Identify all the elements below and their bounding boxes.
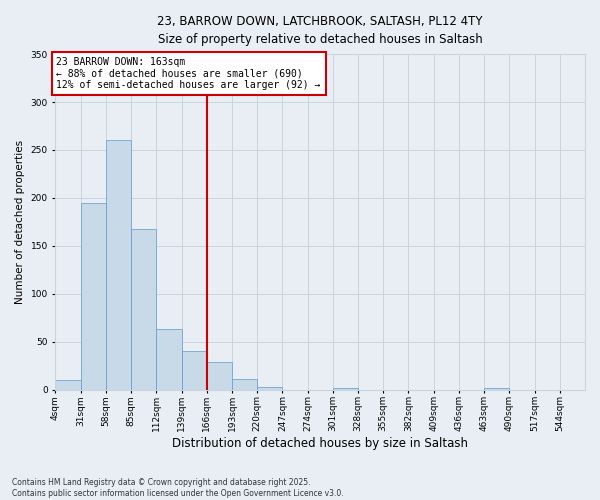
Bar: [484, 388, 509, 390]
Text: Contains HM Land Registry data © Crown copyright and database right 2025.
Contai: Contains HM Land Registry data © Crown c…: [12, 478, 344, 498]
Bar: [106, 140, 131, 390]
Bar: [333, 388, 358, 390]
X-axis label: Distribution of detached houses by size in Saltash: Distribution of detached houses by size …: [172, 437, 468, 450]
Bar: [207, 362, 232, 390]
Text: 23 BARROW DOWN: 163sqm
← 88% of detached houses are smaller (690)
12% of semi-de: 23 BARROW DOWN: 163sqm ← 88% of detached…: [56, 57, 321, 90]
Bar: [80, 202, 106, 390]
Y-axis label: Number of detached properties: Number of detached properties: [15, 140, 25, 304]
Bar: [232, 379, 257, 390]
Bar: [182, 351, 207, 390]
Bar: [257, 386, 283, 390]
Bar: [157, 329, 182, 390]
Bar: [131, 228, 157, 390]
Bar: [55, 380, 80, 390]
Title: 23, BARROW DOWN, LATCHBROOK, SALTASH, PL12 4TY
Size of property relative to deta: 23, BARROW DOWN, LATCHBROOK, SALTASH, PL…: [157, 15, 483, 46]
